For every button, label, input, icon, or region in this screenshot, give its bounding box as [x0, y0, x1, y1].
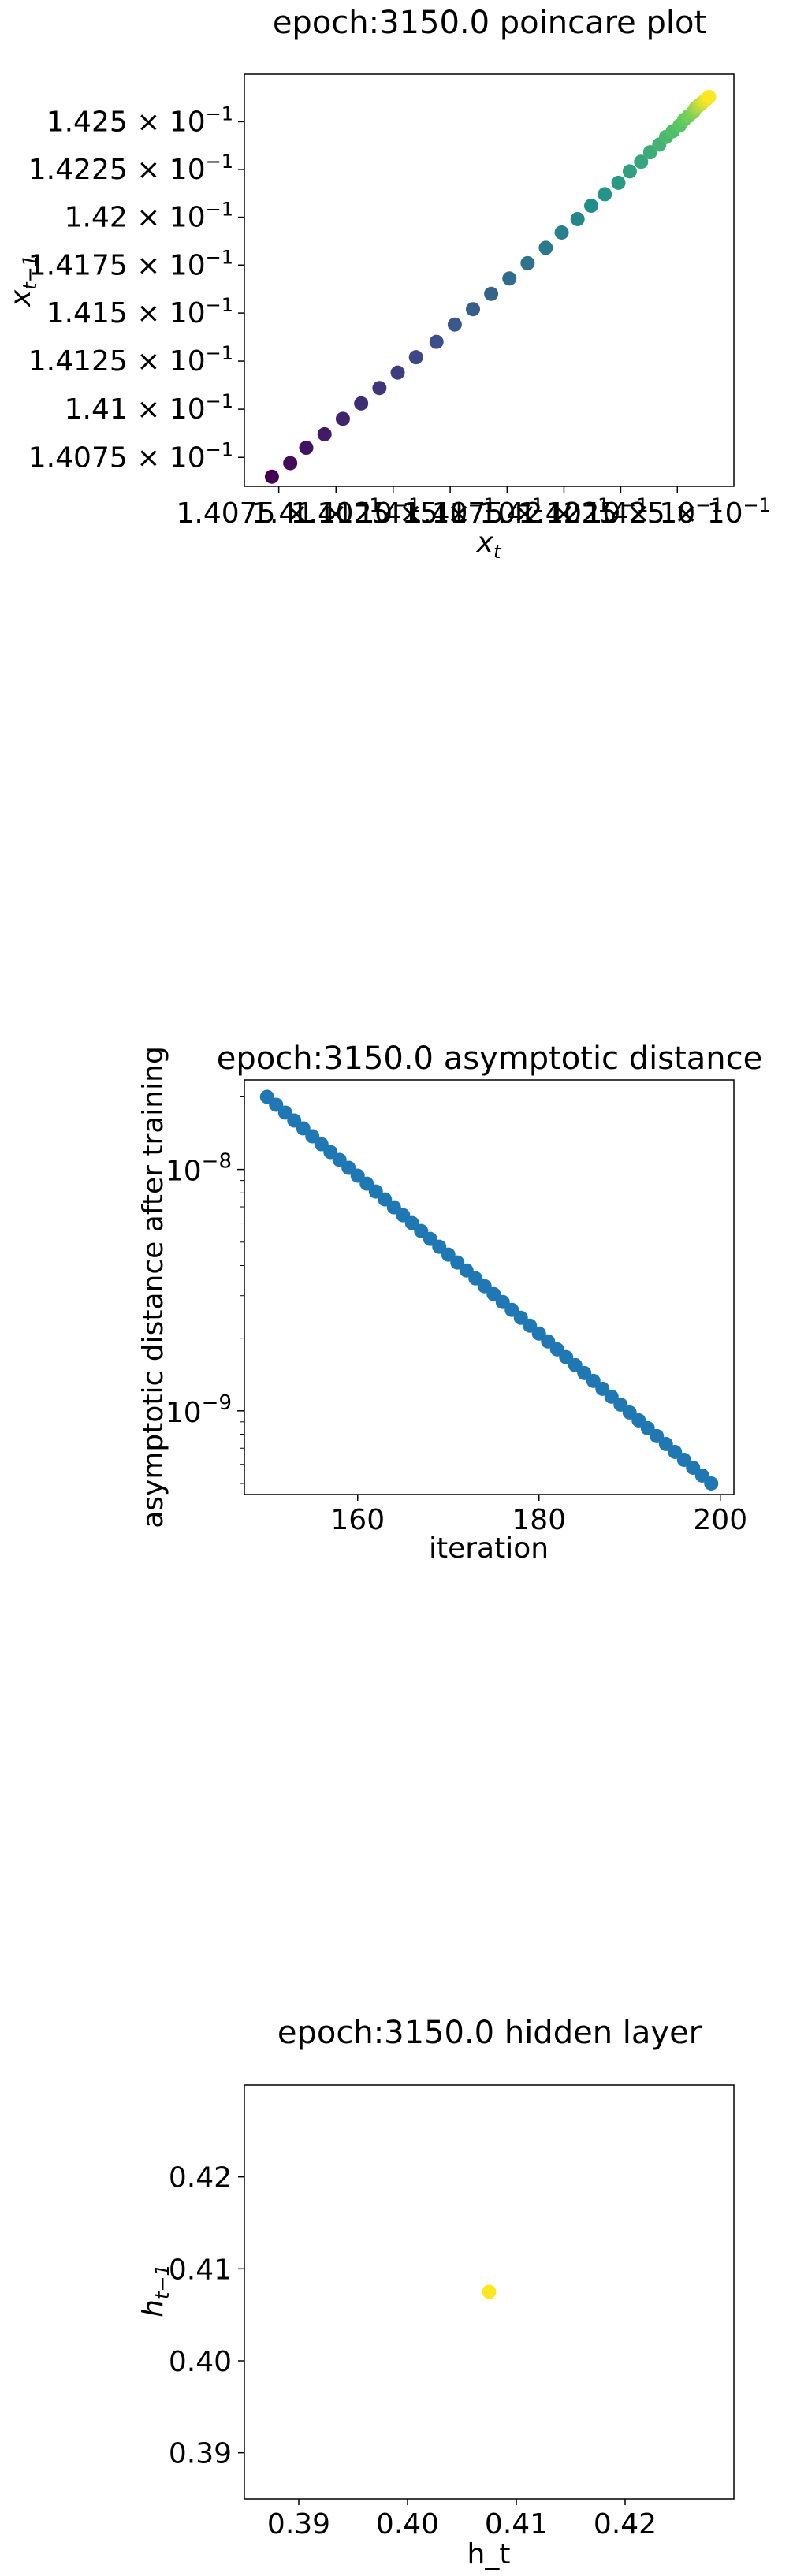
x-tick-label: 1.415 × 10−1: [356, 494, 543, 530]
poincare-point: [408, 350, 423, 365]
hidden-layer-y-ticks: 0.39 0.40 0.41 0.42: [169, 2162, 244, 2470]
asymptotic-distance-y-ticks: 10−8 10−9: [166, 1096, 244, 1484]
poincare-point: [520, 255, 535, 270]
hidden-layer-axes-frame: [244, 2084, 735, 2500]
y-tick-label: 0.42: [169, 2162, 232, 2194]
poincare-point: [484, 286, 499, 301]
poincare-point: [317, 426, 332, 441]
poincare-point: [264, 469, 279, 484]
y-tick-label: 10−8: [166, 1150, 232, 1188]
poincare-point: [702, 89, 717, 104]
y-tick-label: 1.41 × 10−1: [65, 390, 233, 426]
y-tick-label: 1.4075 × 10−1: [28, 438, 233, 474]
poincare-point: [554, 225, 569, 240]
poincare-point: [390, 365, 405, 380]
poincare-point: [570, 211, 585, 226]
x-tick-label: 1.425 × 10−1: [584, 494, 771, 530]
asymptotic-distance-x-axis-label: iteration: [429, 1532, 549, 1565]
distance-point: [704, 1476, 719, 1491]
asymptotic-distance-axes-frame: [244, 1079, 735, 1495]
y-tick-label: 1.4175 × 10−1: [28, 246, 233, 281]
y-tick-label: 0.40: [169, 2346, 232, 2378]
poincare-point: [447, 317, 462, 332]
x-tick-label: 0.42: [594, 2508, 657, 2541]
hidden-layer-chart: epoch:3150.0 hidden layer 0.39 0.40 0.41 0.…: [137, 2015, 735, 2570]
poincare-point: [429, 334, 444, 349]
hidden-layer-title: epoch:3150.0 hidden layer: [277, 2015, 702, 2051]
poincare-point: [611, 175, 626, 190]
y-tick-label: 1.4125 × 10−1: [28, 342, 233, 378]
x-tick-label: 0.41: [485, 2508, 548, 2541]
poincare-plot-x-ticks: 1.4075 × 10−11.41 × 10−11.4125 × 10−11.4…: [177, 486, 771, 530]
x-tick-label: 1.4225 × 10−1: [518, 494, 723, 530]
poincare-point: [538, 240, 553, 255]
x-tick-label: 1.4125 × 10−1: [291, 494, 496, 530]
x-tick-label: 1.41 × 10−1: [251, 494, 420, 530]
hidden-layer-y-axis-label: ht−1: [137, 2264, 173, 2317]
poincare-point: [584, 198, 599, 213]
y-tick-label: 0.41: [169, 2254, 232, 2286]
poincare-plot-y-ticks: 1.4075 × 10−1 1.41 × 10−1 1.4125 × 10−1 1.4…: [28, 102, 244, 474]
poincare-plot-y-axis-label: xt−1: [5, 255, 41, 307]
hidden-state-point: [482, 2284, 497, 2299]
poincare-point: [634, 154, 649, 169]
poincare-plot-chart: epoch:3150.0 poincare plot 1.4075 × 10−1…: [5, 5, 771, 563]
x-tick-label: 180: [512, 1504, 566, 1536]
poincare-plot-points: [264, 89, 717, 484]
y-tick-label: 1.42 × 10−1: [65, 199, 233, 234]
x-tick-label: 160: [330, 1504, 385, 1536]
asymptotic-distance-title: epoch:3150.0 asymptotic distance: [217, 1040, 763, 1077]
poincare-point: [372, 381, 387, 396]
poincare-point: [299, 441, 314, 456]
asymptotic-distance-chart: epoch:3150.0 asymptotic distance 160 180 2…: [137, 1040, 762, 1565]
x-tick-label: 1.42 × 10−1: [479, 494, 648, 530]
hidden-layer-x-axis-label: h_t: [467, 2538, 511, 2570]
poincare-point: [598, 187, 612, 202]
x-tick-label: 0.39: [267, 2508, 330, 2541]
poincare-point: [622, 164, 637, 179]
y-tick-label: 1.425 × 10−1: [47, 102, 233, 138]
y-tick-label: 1.415 × 10−1: [47, 294, 233, 329]
poincare-point: [354, 396, 369, 411]
asymptotic-distance-x-ticks: 160 180 200: [330, 1495, 747, 1536]
poincare-point: [335, 411, 350, 426]
y-tick-label: 0.39: [169, 2438, 232, 2470]
poincare-plot-title: epoch:3150.0 poincare plot: [273, 5, 706, 41]
x-tick-label: 0.40: [376, 2508, 439, 2541]
y-tick-label: 10−9: [166, 1391, 232, 1429]
x-tick-label: 1.4175 × 10−1: [404, 494, 609, 530]
x-tick-label: 200: [693, 1504, 747, 1536]
x-tick-label: 1.4075 × 10−1: [177, 494, 382, 530]
poincare-point: [502, 271, 517, 286]
poincare-point: [466, 302, 481, 317]
poincare-plot-axes-frame: [244, 73, 735, 487]
asymptotic-distance-points: [259, 1089, 719, 1491]
hidden-layer-points: [482, 2284, 497, 2299]
y-tick-label: 1.4225 × 10−1: [28, 151, 233, 186]
hidden-layer-x-ticks: 0.39 0.40 0.41 0.42: [267, 2499, 657, 2541]
poincare-plot-x-axis-label: xt: [476, 527, 502, 563]
asymptotic-distance-y-axis-label: asymptotic distance after training: [137, 1046, 169, 1528]
poincare-point: [283, 456, 298, 471]
